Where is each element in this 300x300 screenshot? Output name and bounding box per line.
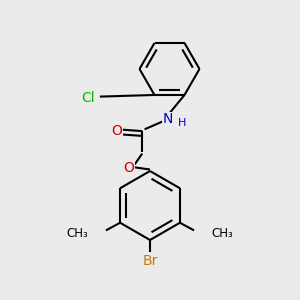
Text: Cl: Cl (82, 92, 95, 105)
Text: O: O (111, 124, 122, 137)
Text: Br: Br (142, 254, 158, 268)
Text: H: H (178, 118, 186, 128)
Text: N: N (162, 112, 172, 126)
Text: CH₃: CH₃ (212, 227, 233, 240)
Text: O: O (123, 161, 134, 175)
Text: CH₃: CH₃ (67, 227, 88, 240)
